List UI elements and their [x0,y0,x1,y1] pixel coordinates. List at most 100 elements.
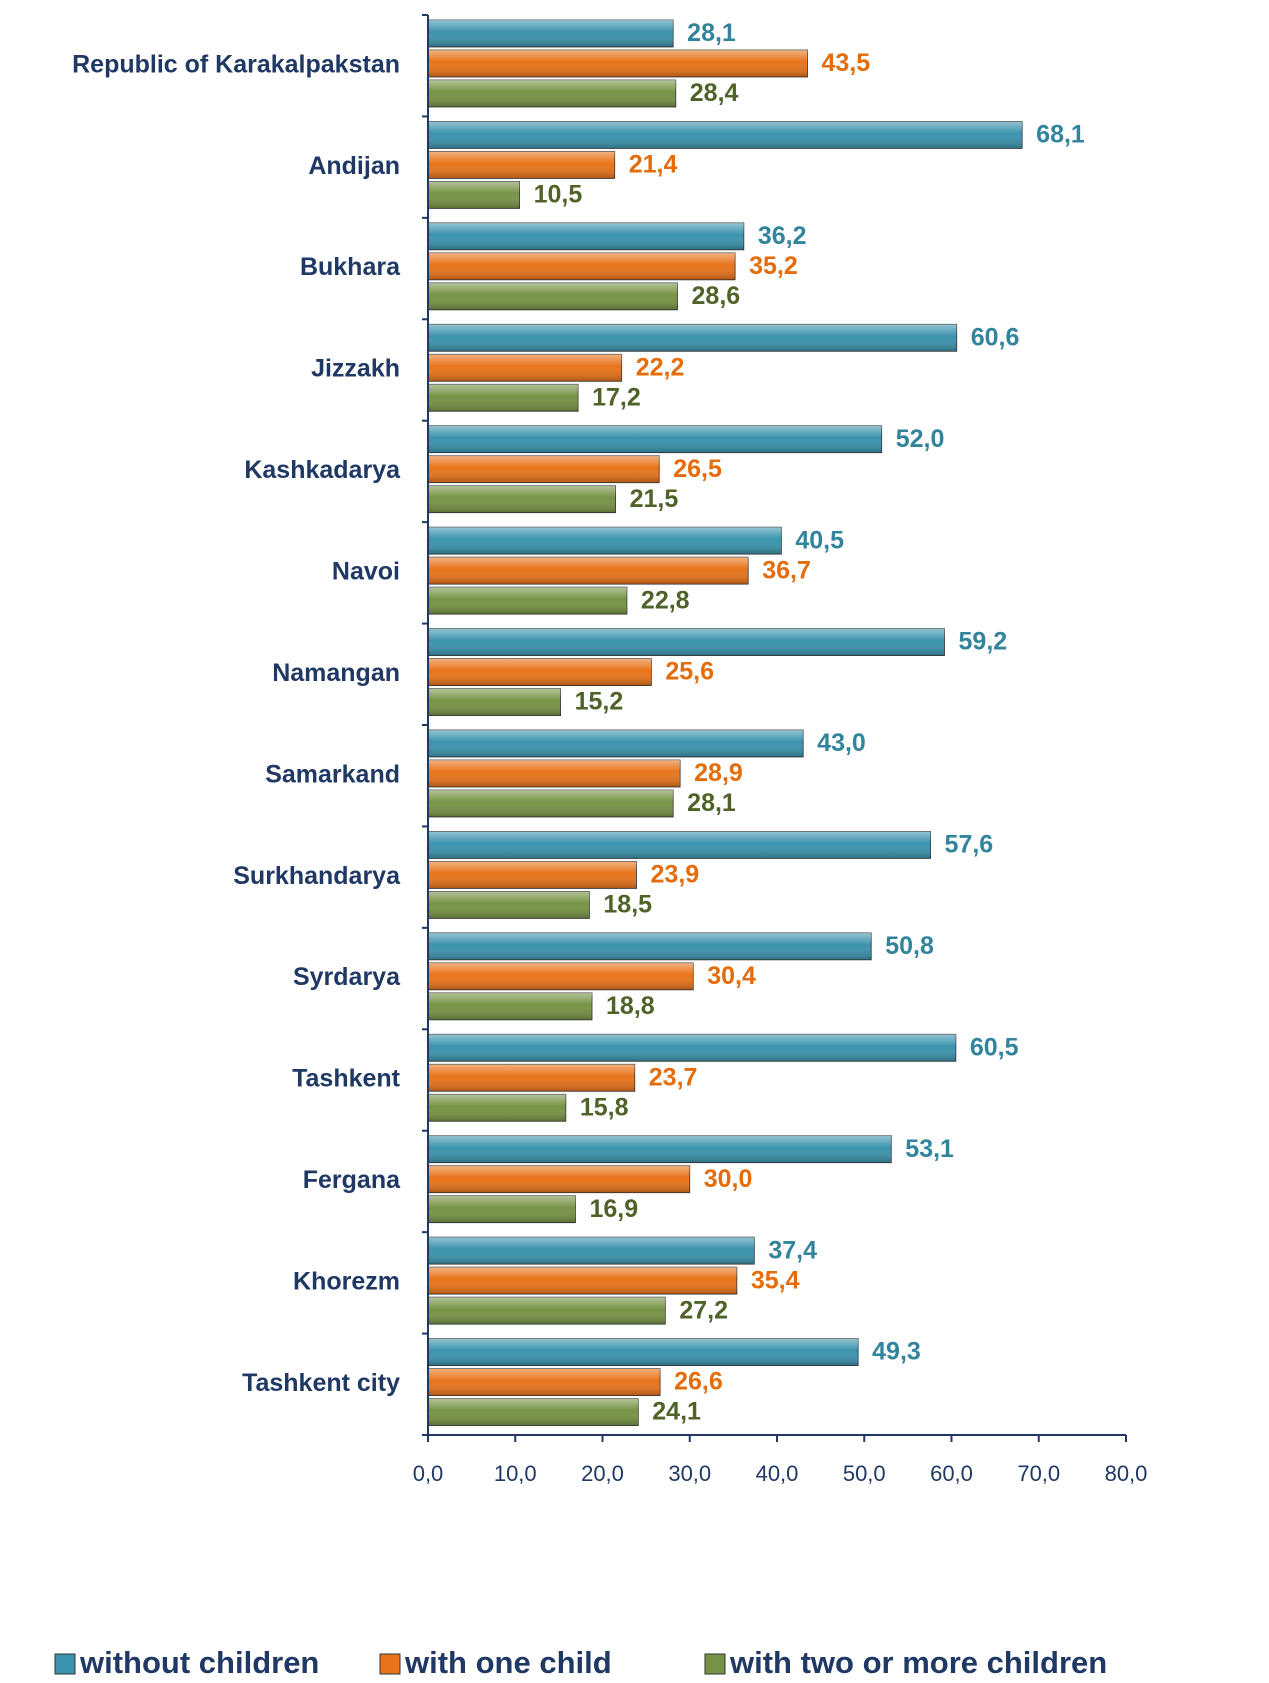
bar-shine [428,50,808,77]
bar-shine [428,1165,690,1193]
value-label: 30,0 [704,1165,753,1193]
value-label: 21,4 [629,151,678,179]
value-label: 68,1 [1036,121,1085,149]
value-label: 40,5 [795,526,844,554]
category-label: Jizzakh [311,355,400,383]
value-label: 23,9 [651,861,700,889]
value-label: 59,2 [959,628,1008,656]
bar-shine [428,1338,859,1366]
bar-shine [428,1195,576,1223]
category-label: Tashkent city [242,1369,400,1397]
x-tick-label: 70,0 [1017,1461,1060,1486]
x-tick-label: 20,0 [581,1461,624,1486]
value-label: 25,6 [665,658,714,686]
value-label: 10,5 [534,181,583,209]
category-label: Tashkent [292,1065,401,1093]
bar-shine [428,932,872,960]
value-label: 21,5 [630,485,679,513]
bar-shine [428,1135,892,1163]
value-label: 35,2 [749,252,798,280]
bar-shine [428,181,520,209]
category-label: Fergana [303,1166,401,1194]
value-label: 60,6 [971,323,1020,351]
value-label: 26,5 [673,455,722,483]
bar-shine [428,1297,666,1325]
value-label: 28,1 [687,19,736,47]
bar-shine [428,557,749,585]
value-label: 23,7 [649,1063,698,1091]
legend-label: without children [79,1645,319,1680]
bar-shine [428,1237,755,1265]
category-label: Andijan [308,152,400,180]
bar-shine [428,151,615,179]
bar-shine [428,1368,661,1396]
bar-shine [428,121,1023,149]
category-label: Khorezm [293,1267,400,1295]
bar-shine [428,282,678,310]
value-label: 36,7 [762,556,811,584]
value-label: 50,8 [885,932,934,960]
category-label: Bukhara [300,253,401,281]
x-tick-label: 40,0 [756,1461,799,1486]
bar-shine [428,831,931,859]
x-tick-label: 0,0 [413,1461,444,1486]
value-label: 18,8 [606,992,655,1020]
bar-shine [428,324,957,352]
bar-shine [428,688,561,716]
bar-shine [428,658,652,686]
value-label: 17,2 [592,383,641,411]
bar-shine [428,425,882,453]
bar-shine [428,861,637,889]
bar-shine [428,1094,566,1122]
bar-shine [428,354,622,382]
bar-shine [428,1398,639,1426]
bar-shine [428,1267,737,1295]
value-label: 28,1 [687,789,736,817]
bar-shine [428,527,782,555]
bar-shine [428,760,681,787]
category-label: Republic of Karakalpakstan [72,50,400,78]
value-label: 36,2 [758,222,807,250]
category-label: Syrdarya [293,963,401,991]
bar-shine [428,455,660,483]
value-label: 28,6 [692,282,741,310]
value-label: 28,9 [694,759,743,787]
legend-swatch [704,1653,726,1675]
legend-label: with one child [404,1645,612,1680]
bar-shine [428,485,616,513]
x-tick-label: 60,0 [930,1461,973,1486]
bar-shine [428,962,694,990]
category-label: Kashkadarya [244,456,401,484]
bar-shine [428,730,804,757]
value-label: 35,4 [751,1266,800,1294]
value-label: 15,2 [575,688,624,716]
legend-label: with two or more children [729,1645,1107,1680]
value-label: 49,3 [872,1338,921,1366]
value-label: 28,4 [690,79,739,107]
x-tick-label: 80,0 [1105,1461,1148,1486]
value-label: 30,4 [707,962,756,990]
bar-shine [428,1034,956,1062]
value-label: 57,6 [945,831,994,859]
bar-shine [428,790,674,817]
bar-shine [428,1064,635,1092]
value-label: 18,5 [603,891,652,919]
x-tick-label: 30,0 [668,1461,711,1486]
value-label: 27,2 [679,1296,728,1324]
legend-swatch [379,1653,401,1675]
bar-shine [428,384,579,412]
category-label: Navoi [332,557,400,585]
x-tick-label: 50,0 [843,1461,886,1486]
value-label: 43,0 [817,729,866,757]
value-label: 16,9 [589,1195,638,1223]
value-label: 52,0 [896,425,945,453]
value-label: 15,8 [580,1093,629,1121]
bar-shine [428,891,590,919]
legend-swatch [54,1653,76,1675]
bar-shine [428,80,676,107]
bar-shine [428,587,627,615]
value-label: 24,1 [652,1398,701,1426]
bar-shine [428,992,593,1020]
value-label: 37,4 [768,1236,817,1264]
